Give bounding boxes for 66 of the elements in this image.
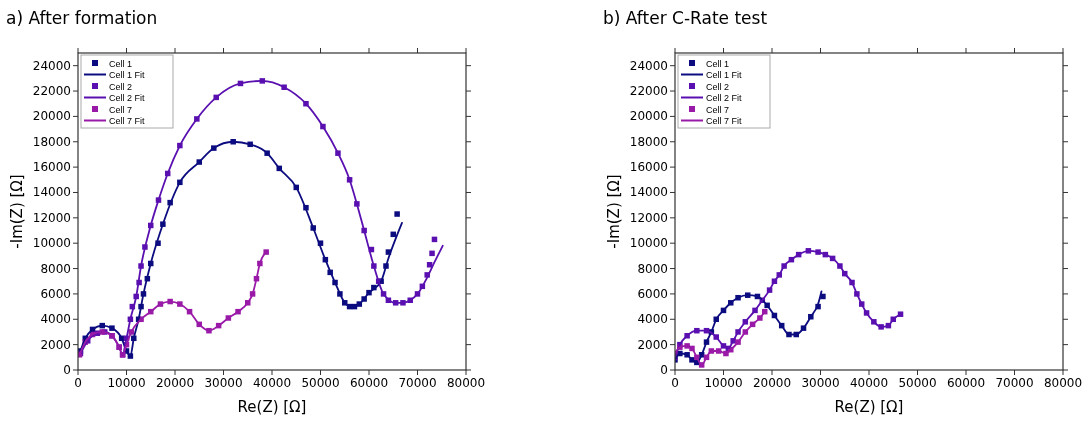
x-tick-label: 80000 (1043, 376, 1083, 390)
legend-label: Cell 2 (706, 81, 730, 92)
y-tick-label: 24000 (32, 58, 71, 73)
y-tick-label: 10000 (32, 236, 71, 251)
legend-label: Cell 2 Fit (109, 93, 146, 103)
x-tick-label: 60000 (946, 376, 986, 390)
y-tick-label: 22000 (629, 84, 668, 99)
y-tick-label: 4000 (40, 312, 71, 327)
y-tick-label: 16000 (32, 160, 71, 175)
legend-label: Cell 1 (109, 58, 133, 69)
y-tick-label: 2000 (40, 337, 71, 352)
y-tick-label: 6000 (40, 286, 71, 301)
legend-label: Cell 2 Fit (706, 93, 743, 103)
x-axis-title: Re(Z) [Ω] (237, 398, 307, 416)
point (429, 250, 435, 257)
y-tick-label: 2000 (637, 337, 668, 352)
x-tick-label: 70000 (995, 376, 1034, 390)
x-tick-label: 40000 (849, 376, 889, 390)
legend-label: Cell 1 Fit (706, 70, 743, 80)
legend-label: Cell 7 (706, 104, 730, 115)
y-tick-label: 14000 (32, 185, 71, 200)
x-tick-label: 20000 (752, 376, 792, 390)
x-tick-label: 0 (671, 376, 679, 390)
x-tick-label: 20000 (155, 376, 195, 390)
y-tick-label: 0 (63, 363, 71, 377)
legend-label: Cell 1 (706, 58, 730, 69)
legend-label: Cell 2 (109, 81, 133, 92)
x-tick-label: 60000 (349, 376, 389, 390)
y-tick-label: 18000 (629, 134, 668, 149)
x-tick-label: 50000 (898, 376, 937, 390)
y-tick-label: 20000 (32, 109, 71, 124)
y-axis-title: -Im(Z) [Ω] (8, 174, 26, 249)
y-tick-label: 24000 (629, 58, 668, 73)
point (394, 211, 400, 217)
x-tick-label: 10000 (704, 376, 743, 390)
y-tick-label: 8000 (40, 261, 71, 276)
chart-title: b) After C-Rate test (603, 8, 768, 28)
x-tick-label: 70000 (398, 376, 437, 390)
y-axis-title: -Im(Z) [Ω] (605, 174, 623, 249)
x-tick-label: 40000 (252, 376, 292, 390)
x-tick-label: 80000 (446, 376, 486, 390)
y-tick-label: 0 (660, 363, 668, 377)
chart-title: a) After formation (6, 8, 158, 28)
y-tick-label: 4000 (637, 312, 668, 327)
y-tick-label: 16000 (629, 160, 668, 175)
point (426, 262, 433, 268)
legend-label: Cell 7 (109, 104, 133, 115)
legend-label: Cell 1 Fit (109, 70, 146, 80)
y-tick-label: 10000 (629, 236, 668, 251)
x-tick-label: 50000 (301, 376, 340, 390)
legend-label: Cell 7 Fit (109, 116, 146, 126)
y-tick-label: 20000 (629, 109, 668, 124)
y-tick-label: 12000 (32, 210, 71, 225)
x-axis-title: Re(Z) [Ω] (834, 398, 904, 416)
y-tick-label: 14000 (629, 185, 668, 200)
point (263, 249, 269, 255)
legend-label: Cell 7 Fit (706, 116, 743, 126)
y-tick-label: 12000 (629, 210, 668, 225)
y-tick-label: 8000 (637, 261, 668, 276)
x-tick-label: 10000 (107, 376, 146, 390)
x-tick-label: 30000 (801, 376, 840, 390)
x-tick-label: 30000 (204, 376, 243, 390)
y-tick-label: 6000 (637, 286, 668, 301)
y-tick-label: 22000 (32, 84, 71, 99)
x-tick-label: 0 (74, 376, 82, 390)
y-tick-label: 18000 (32, 134, 71, 149)
